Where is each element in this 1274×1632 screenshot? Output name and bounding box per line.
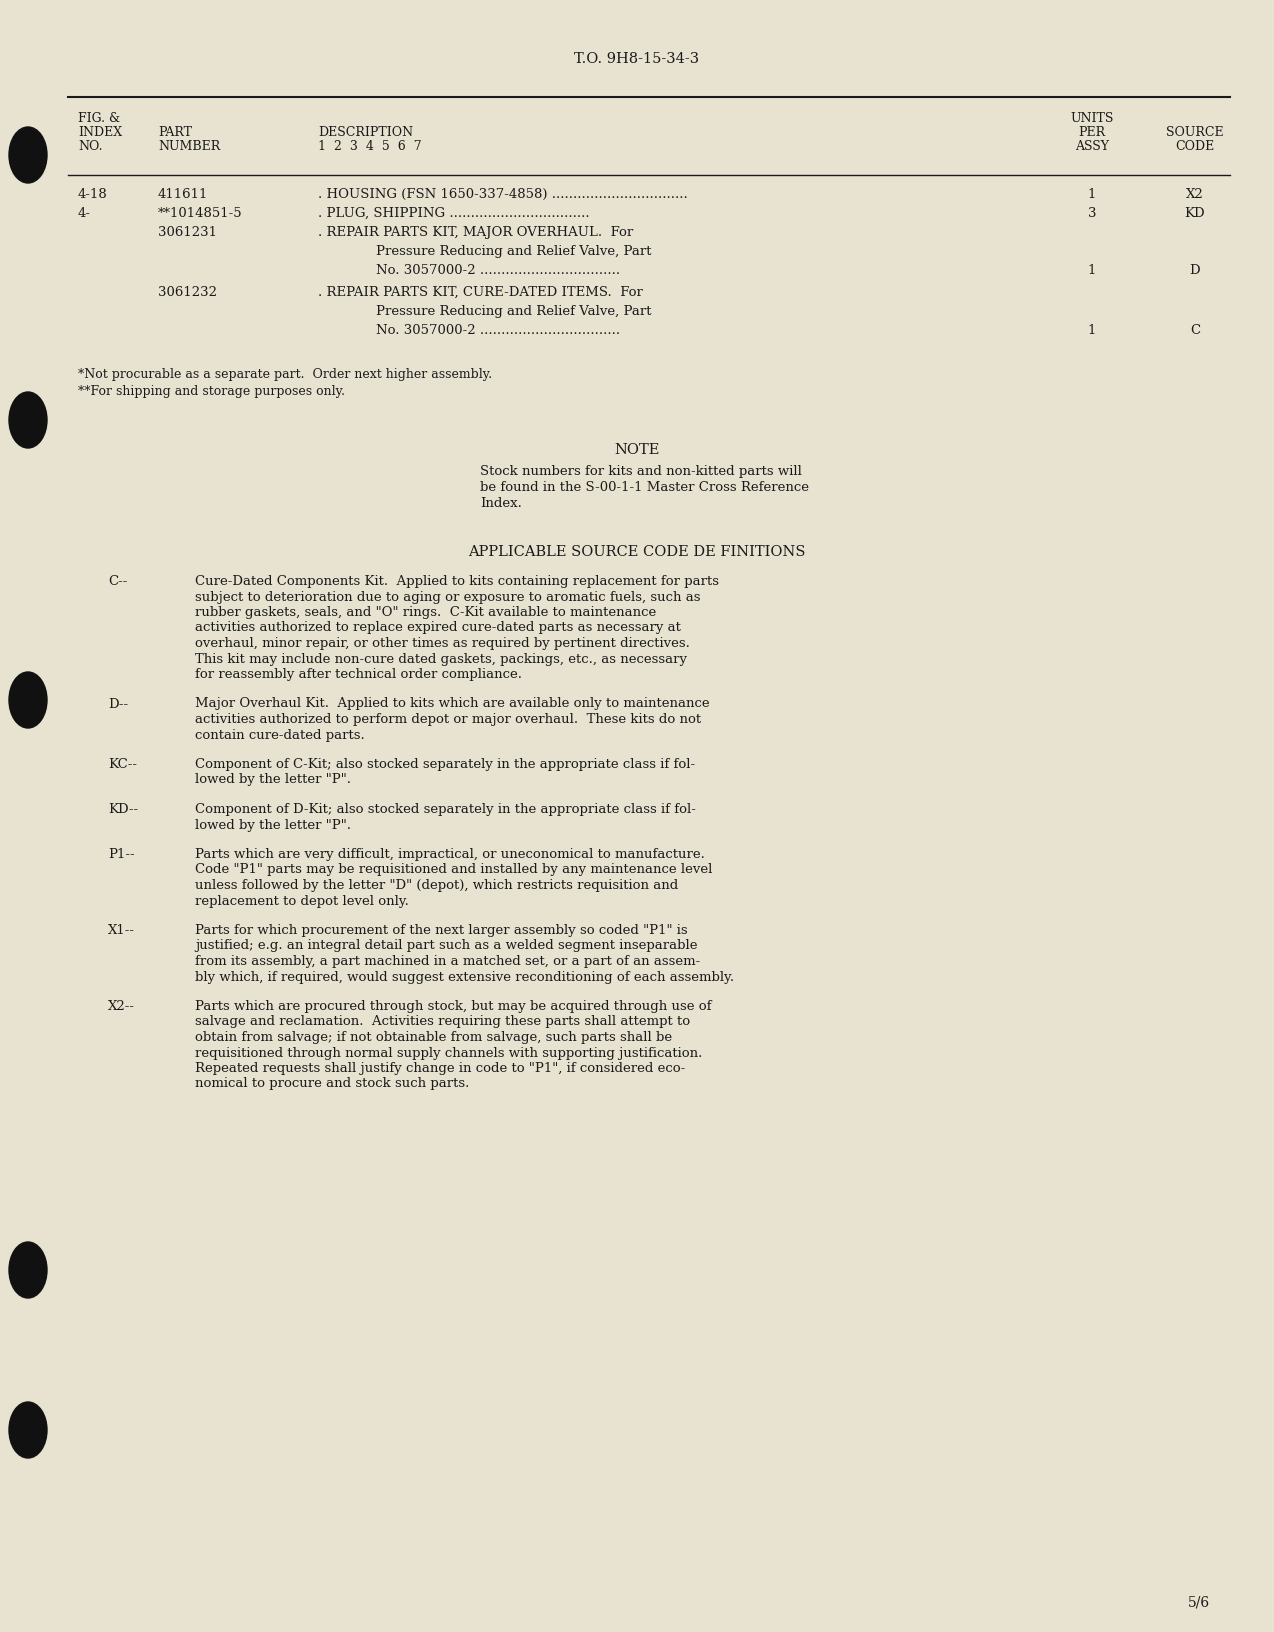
Text: This kit may include non-cure dated gaskets, packings, etc., as necessary: This kit may include non-cure dated gask… <box>195 653 687 666</box>
Text: DESCRIPTION: DESCRIPTION <box>318 126 413 139</box>
Text: 3: 3 <box>1088 207 1096 220</box>
Text: 411611: 411611 <box>158 188 209 201</box>
Text: . REPAIR PARTS KIT, CURE-DATED ITEMS.  For: . REPAIR PARTS KIT, CURE-DATED ITEMS. Fo… <box>318 286 643 299</box>
Text: APPLICABLE SOURCE CODE DE FINITIONS: APPLICABLE SOURCE CODE DE FINITIONS <box>469 545 805 560</box>
Text: Cure-Dated Components Kit.  Applied to kits containing replacement for parts: Cure-Dated Components Kit. Applied to ki… <box>195 574 719 588</box>
Text: Parts which are very difficult, impractical, or uneconomical to manufacture.: Parts which are very difficult, impracti… <box>195 849 705 862</box>
Text: Code "P1" parts may be requisitioned and installed by any maintenance level: Code "P1" parts may be requisitioned and… <box>195 863 712 876</box>
Text: Repeated requests shall justify change in code to "P1", if considered eco-: Repeated requests shall justify change i… <box>195 1062 685 1075</box>
Text: INDEX: INDEX <box>78 126 122 139</box>
Text: 5/6: 5/6 <box>1187 1596 1210 1611</box>
Text: rubber gaskets, seals, and "O" rings.  C-Kit available to maintenance: rubber gaskets, seals, and "O" rings. C-… <box>195 605 656 619</box>
Text: Parts which are procured through stock, but may be acquired through use of: Parts which are procured through stock, … <box>195 1000 711 1013</box>
Text: ASSY: ASSY <box>1075 140 1108 153</box>
Ellipse shape <box>9 392 47 449</box>
Text: *Not procurable as a separate part.  Order next higher assembly.: *Not procurable as a separate part. Orde… <box>78 367 492 380</box>
Text: NO.: NO. <box>78 140 102 153</box>
Ellipse shape <box>9 1402 47 1457</box>
Text: unless followed by the letter "D" (depot), which restricts requisition and: unless followed by the letter "D" (depot… <box>195 880 678 893</box>
Text: justified; e.g. an integral detail part such as a welded segment inseparable: justified; e.g. an integral detail part … <box>195 940 697 953</box>
Text: C: C <box>1190 325 1200 336</box>
Text: . PLUG, SHIPPING .................................: . PLUG, SHIPPING .......................… <box>318 207 590 220</box>
Text: Index.: Index. <box>480 498 522 509</box>
Ellipse shape <box>9 127 47 183</box>
Text: activities authorized to perform depot or major overhaul.  These kits do not: activities authorized to perform depot o… <box>195 713 701 726</box>
Text: Parts for which procurement of the next larger assembly so coded "P1" is: Parts for which procurement of the next … <box>195 924 688 937</box>
Text: PER: PER <box>1078 126 1106 139</box>
Text: KD: KD <box>1185 207 1205 220</box>
Text: lowed by the letter "P".: lowed by the letter "P". <box>195 774 352 787</box>
Text: 4-18: 4-18 <box>78 188 108 201</box>
Ellipse shape <box>9 1242 47 1297</box>
Text: Major Overhaul Kit.  Applied to kits which are available only to maintenance: Major Overhaul Kit. Applied to kits whic… <box>195 697 710 710</box>
Text: Stock numbers for kits and non-kitted parts will: Stock numbers for kits and non-kitted pa… <box>480 465 801 478</box>
Text: NUMBER: NUMBER <box>158 140 220 153</box>
Text: 1  2  3  4  5  6  7: 1 2 3 4 5 6 7 <box>318 140 422 153</box>
Text: contain cure-dated parts.: contain cure-dated parts. <box>195 728 364 741</box>
Text: X2--: X2-- <box>108 1000 135 1013</box>
Text: Component of C-Kit; also stocked separately in the appropriate class if fol-: Component of C-Kit; also stocked separat… <box>195 757 696 770</box>
Text: No. 3057000-2 .................................: No. 3057000-2 ..........................… <box>376 325 620 336</box>
Text: nomical to procure and stock such parts.: nomical to procure and stock such parts. <box>195 1077 469 1090</box>
Text: 1: 1 <box>1088 264 1096 277</box>
Text: NOTE: NOTE <box>614 442 660 457</box>
Text: **For shipping and storage purposes only.: **For shipping and storage purposes only… <box>78 385 345 398</box>
Text: requisitioned through normal supply channels with supporting justification.: requisitioned through normal supply chan… <box>195 1046 702 1059</box>
Text: 3061232: 3061232 <box>158 286 217 299</box>
Text: Pressure Reducing and Relief Valve, Part: Pressure Reducing and Relief Valve, Part <box>376 305 651 318</box>
Text: lowed by the letter "P".: lowed by the letter "P". <box>195 819 352 831</box>
Text: subject to deterioration due to aging or exposure to aromatic fuels, such as: subject to deterioration due to aging or… <box>195 591 701 604</box>
Text: from its assembly, a part machined in a matched set, or a part of an assem-: from its assembly, a part machined in a … <box>195 955 701 968</box>
Text: UNITS: UNITS <box>1070 113 1113 126</box>
Text: KC--: KC-- <box>108 757 138 770</box>
Text: 3061231: 3061231 <box>158 225 217 238</box>
Text: D--: D-- <box>108 697 129 710</box>
Text: Component of D-Kit; also stocked separately in the appropriate class if fol-: Component of D-Kit; also stocked separat… <box>195 803 696 816</box>
Text: Pressure Reducing and Relief Valve, Part: Pressure Reducing and Relief Valve, Part <box>376 245 651 258</box>
Text: 1: 1 <box>1088 188 1096 201</box>
Text: SOURCE: SOURCE <box>1166 126 1224 139</box>
Text: . HOUSING (FSN 1650-337-4858) ................................: . HOUSING (FSN 1650-337-4858) ..........… <box>318 188 688 201</box>
Text: activities authorized to replace expired cure-dated parts as necessary at: activities authorized to replace expired… <box>195 622 680 635</box>
Ellipse shape <box>9 672 47 728</box>
Text: FIG. &: FIG. & <box>78 113 120 126</box>
Text: salvage and reclamation.  Activities requiring these parts shall attempt to: salvage and reclamation. Activities requ… <box>195 1015 691 1028</box>
Text: X1--: X1-- <box>108 924 135 937</box>
Text: for reassembly after technical order compliance.: for reassembly after technical order com… <box>195 667 522 681</box>
Text: CODE: CODE <box>1176 140 1214 153</box>
Text: 1: 1 <box>1088 325 1096 336</box>
Text: . REPAIR PARTS KIT, MAJOR OVERHAUL.  For: . REPAIR PARTS KIT, MAJOR OVERHAUL. For <box>318 225 633 238</box>
Text: **1014851-5: **1014851-5 <box>158 207 242 220</box>
Text: T.O. 9H8-15-34-3: T.O. 9H8-15-34-3 <box>575 52 699 65</box>
Text: D: D <box>1190 264 1200 277</box>
Text: X2: X2 <box>1186 188 1204 201</box>
Text: 4-: 4- <box>78 207 90 220</box>
Text: bly which, if required, would suggest extensive reconditioning of each assembly.: bly which, if required, would suggest ex… <box>195 971 734 984</box>
Text: PART: PART <box>158 126 192 139</box>
Text: KD--: KD-- <box>108 803 138 816</box>
Text: No. 3057000-2 .................................: No. 3057000-2 ..........................… <box>376 264 620 277</box>
Text: obtain from salvage; if not obtainable from salvage, such parts shall be: obtain from salvage; if not obtainable f… <box>195 1031 673 1044</box>
Text: be found in the S-00-1-1 Master Cross Reference: be found in the S-00-1-1 Master Cross Re… <box>480 481 809 494</box>
Text: P1--: P1-- <box>108 849 135 862</box>
Text: C--: C-- <box>108 574 127 588</box>
Text: overhaul, minor repair, or other times as required by pertinent directives.: overhaul, minor repair, or other times a… <box>195 636 691 650</box>
Text: replacement to depot level only.: replacement to depot level only. <box>195 894 409 907</box>
